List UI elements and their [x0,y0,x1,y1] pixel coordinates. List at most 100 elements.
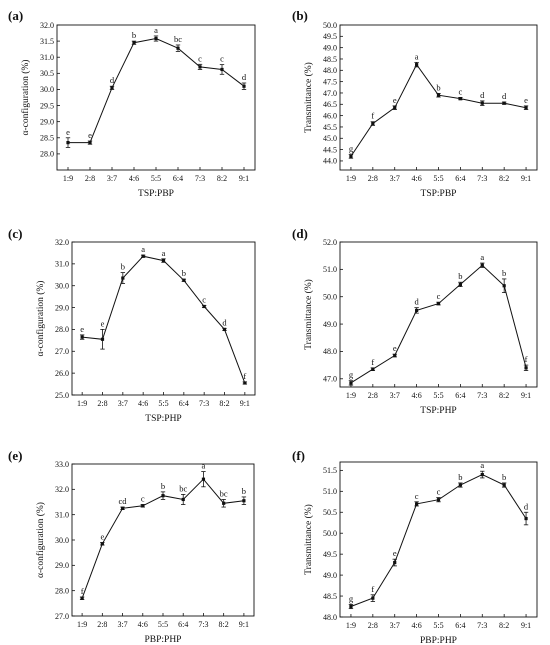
x-tick-label: 8:2 [499,391,509,400]
data-point [524,106,528,110]
data-point [100,337,105,341]
y-tick-label: 49.0 [323,43,337,52]
y-tick-label: 50.0 [323,529,337,538]
significance-label: a [154,25,158,35]
significance-label: e [393,95,397,105]
data-point [349,604,353,609]
significance-label: c [437,291,441,301]
x-tick-label: 2:8 [368,174,378,183]
panel-label: (c) [8,226,22,241]
x-tick-label: 9:1 [239,174,249,183]
significance-label: e [524,95,528,105]
x-tick-label: 9:1 [239,620,249,629]
data-point [121,276,125,280]
x-tick-label: 8:2 [219,399,229,408]
significance-label: c [458,87,462,97]
x-tick-label: 3:7 [390,621,400,630]
x-tick-label: 7:3 [477,621,487,630]
y-tick-label: 26.0 [55,369,69,378]
data-point [110,86,114,90]
significance-label: d [502,91,507,101]
x-tick-label: 5:5 [433,621,443,630]
x-axis-title: TSP:PBP [138,189,174,199]
x-tick-label: 2:8 [97,620,107,629]
y-tick-label: 49.5 [323,32,337,41]
data-point [371,121,375,126]
significance-label: b [242,486,246,496]
x-tick-label: 7:3 [477,174,487,183]
y-tick-label: 28.0 [55,586,69,595]
x-axis-title: TSP:PBP [421,189,457,199]
chart-panel-d: (d) 47.0 48.0 49.0 50.0 51.0 52.0 1:9 2:8 3:7 4:6 5… [292,226,538,416]
data-point [458,97,462,101]
x-tick-label: 9:1 [521,174,531,183]
y-tick-label: 31.5 [40,37,54,46]
x-axis-title: TSP:PHP [420,406,456,416]
data-point [243,381,247,385]
data-point [132,41,136,45]
panel-label: (e) [8,448,22,463]
chart-panel-c: (c) 25.0 26.0 27.0 28.0 29.0 30.0 31.0 32.0 1:9 2:… [8,226,256,424]
chart-panel-e: (e) 27.0 28.0 29.0 30.0 31.0 32.0 33.0 1:9 2:8 3:7… [8,448,255,645]
data-point [371,596,375,600]
significance-label: bc [220,488,228,498]
x-tick-label: 4:6 [411,174,421,183]
y-tick-label: 30.0 [40,85,54,94]
x-tick-label: 9:1 [521,391,531,400]
significance-label: c [198,53,202,63]
y-tick-label: 27.0 [55,347,69,356]
x-tick-label: 3:7 [390,174,400,183]
plot-frame [56,24,256,171]
x-tick-label: 1:9 [77,399,87,408]
y-axis-title: α-configuration (%) [35,281,46,357]
data-point [371,367,375,371]
x-tick-label: 4:6 [138,399,148,408]
significance-label: bc [179,483,187,493]
significance-label: e [88,130,92,140]
significance-label: d [414,297,419,307]
y-tick-label: 51.5 [323,466,337,475]
series-line [82,255,246,384]
data-point [415,308,419,312]
data-point [88,141,92,145]
x-tick-label: 1:9 [63,174,73,183]
y-tick-label: 46.5 [323,100,337,109]
y-tick-label: 27.0 [55,612,69,621]
data-point [436,498,441,502]
data-point [436,301,441,306]
x-tick-label: 4:6 [411,391,421,400]
data-point [436,93,441,97]
y-tick-label: 48.5 [323,592,337,601]
significance-label: e [100,532,104,542]
x-tick-label: 3:7 [107,174,117,183]
data-point [154,36,158,41]
y-tick-label: 29.0 [55,561,69,570]
x-tick-label: 1:9 [346,174,356,183]
chart-panel-a: (a) 28.0 28.5 29.0 29.5 30.0 30.5 31.0 31.5 32.0 1… [8,8,256,199]
x-tick-label: 6:4 [455,174,465,183]
x-tick-label: 9:1 [240,399,250,408]
y-tick-label: 31.0 [55,510,69,519]
x-tick-label: 8:2 [499,621,509,630]
y-tick-label: 51.0 [323,487,337,496]
y-tick-label: 28.5 [40,134,54,143]
x-tick-label: 6:4 [455,391,465,400]
x-tick-label: 1:9 [77,620,87,629]
significance-label: bc [174,34,182,44]
y-tick-label: 33.0 [55,460,69,469]
x-tick-label: 5:5 [433,174,443,183]
data-point [480,472,484,477]
significance-label: f [371,357,374,367]
y-tick-label: 25.0 [55,391,69,400]
y-tick-label: 51.0 [323,265,337,274]
y-tick-label: 31.0 [40,53,54,62]
data-point [202,304,206,309]
significance-label: a [162,248,166,258]
y-tick-label: 47.0 [323,375,337,384]
x-tick-label: 2:8 [368,621,378,630]
y-tick-label: 32.0 [40,21,54,30]
y-tick-label: 49.0 [323,320,337,329]
y-tick-label: 50.0 [323,21,337,30]
x-tick-label: 7:3 [477,391,487,400]
